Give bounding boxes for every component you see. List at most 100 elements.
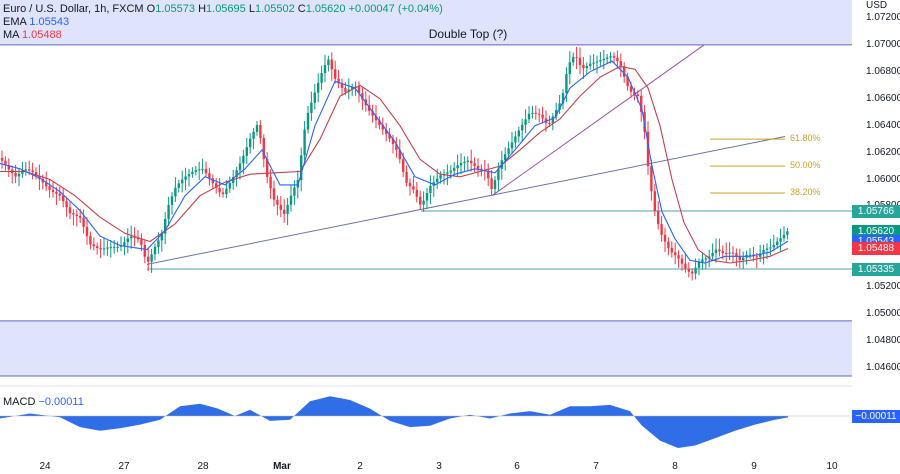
candle-body <box>45 182 48 187</box>
candle-body <box>731 252 735 254</box>
candle-body <box>650 166 653 192</box>
candle-body <box>252 131 255 139</box>
candle-body <box>429 185 432 193</box>
ema-label: EMA <box>3 16 27 28</box>
candle-body <box>317 82 320 93</box>
candle-body <box>327 59 330 66</box>
candle-body <box>531 112 534 114</box>
candle-body <box>4 160 7 166</box>
candle-body <box>623 66 626 77</box>
candle-body <box>160 233 163 241</box>
price-tick: 1.05000 <box>866 308 900 320</box>
candle-body <box>371 110 374 116</box>
horizontal-levels <box>147 210 852 270</box>
macd-pane <box>0 396 852 448</box>
candle-body <box>82 217 85 227</box>
candle-body <box>657 210 660 225</box>
candle-body <box>691 271 694 274</box>
candle-body <box>694 267 697 274</box>
candle-body <box>476 166 480 169</box>
candle-body <box>772 245 775 248</box>
candle-body <box>422 200 425 205</box>
high-value: 1.05695 <box>206 3 246 15</box>
candle-body <box>113 246 116 248</box>
candle-body <box>310 102 313 113</box>
candle-body <box>34 172 38 176</box>
candle-body <box>582 64 585 69</box>
ma-legend[interactable]: MA 1.05488 <box>3 29 62 42</box>
candle-body <box>415 189 418 197</box>
candle-body <box>725 252 728 254</box>
candle-body <box>755 256 758 258</box>
candle-body <box>395 144 398 150</box>
macd-value: −0.00011 <box>38 396 84 408</box>
candle-body <box>0 158 4 161</box>
candle-body <box>276 199 279 205</box>
candle-body <box>259 125 262 138</box>
price-tick: 1.05200 <box>866 281 900 293</box>
candle-body <box>31 170 34 173</box>
candle-body <box>368 105 371 111</box>
candle-body <box>776 241 779 246</box>
candle-body <box>589 63 592 66</box>
candle-body <box>238 163 242 171</box>
candle-body <box>687 268 690 272</box>
candle-body <box>266 159 269 177</box>
candle-body <box>208 173 211 179</box>
candle-body <box>143 244 146 257</box>
candle-body <box>558 103 561 110</box>
candle-body <box>65 201 68 208</box>
candle-body <box>249 138 252 148</box>
candle-body <box>473 163 476 167</box>
support-zone <box>0 320 852 376</box>
candle-body <box>551 116 554 123</box>
candle-body <box>742 257 745 261</box>
candle-body <box>21 170 24 174</box>
candle-body <box>140 239 143 245</box>
candle-body <box>157 240 160 247</box>
candle-body <box>198 169 201 171</box>
candle-body <box>119 245 123 247</box>
candle-body <box>786 231 789 235</box>
price-tick: 1.06600 <box>866 92 900 104</box>
open-key: O <box>146 3 156 15</box>
fib-label-38-20pct: 38.20% <box>790 187 821 197</box>
candle-body <box>388 134 391 139</box>
time-tick: 28 <box>197 461 209 472</box>
candle-body <box>136 237 140 240</box>
candle-body <box>51 189 55 192</box>
candle-body <box>7 165 10 170</box>
low-value: 1.05502 <box>254 3 295 15</box>
candle-body <box>391 138 395 145</box>
candle-body <box>17 173 21 177</box>
candle-body <box>677 255 680 259</box>
candle-body <box>487 171 490 179</box>
candle-body <box>575 57 578 59</box>
candle-body <box>759 253 762 257</box>
candle-body <box>419 196 422 205</box>
candle-body <box>663 234 667 242</box>
candle-body <box>374 115 378 121</box>
candle-body <box>262 137 265 160</box>
candle-body <box>177 183 180 188</box>
ma-value: 1.05488 <box>21 29 62 41</box>
candle-body <box>779 238 782 242</box>
candle-body <box>303 129 306 156</box>
candle-body <box>534 112 537 114</box>
macd-legend[interactable]: MACD −0.00011 <box>3 396 84 408</box>
candle-body <box>670 247 673 253</box>
candle-body <box>721 251 724 253</box>
candle-body <box>538 113 541 115</box>
ma-line <box>0 65 789 264</box>
candle-body <box>660 224 663 235</box>
candle-body <box>147 256 150 262</box>
currency-label: USD <box>866 0 888 11</box>
candle-body <box>55 191 58 194</box>
candle-body <box>123 242 126 246</box>
candle-body <box>436 178 439 183</box>
ema-legend[interactable]: EMA 1.05543 <box>3 16 69 29</box>
candle-body <box>765 248 769 250</box>
candle-body <box>439 175 442 179</box>
price-tick: 1.07000 <box>866 38 900 50</box>
